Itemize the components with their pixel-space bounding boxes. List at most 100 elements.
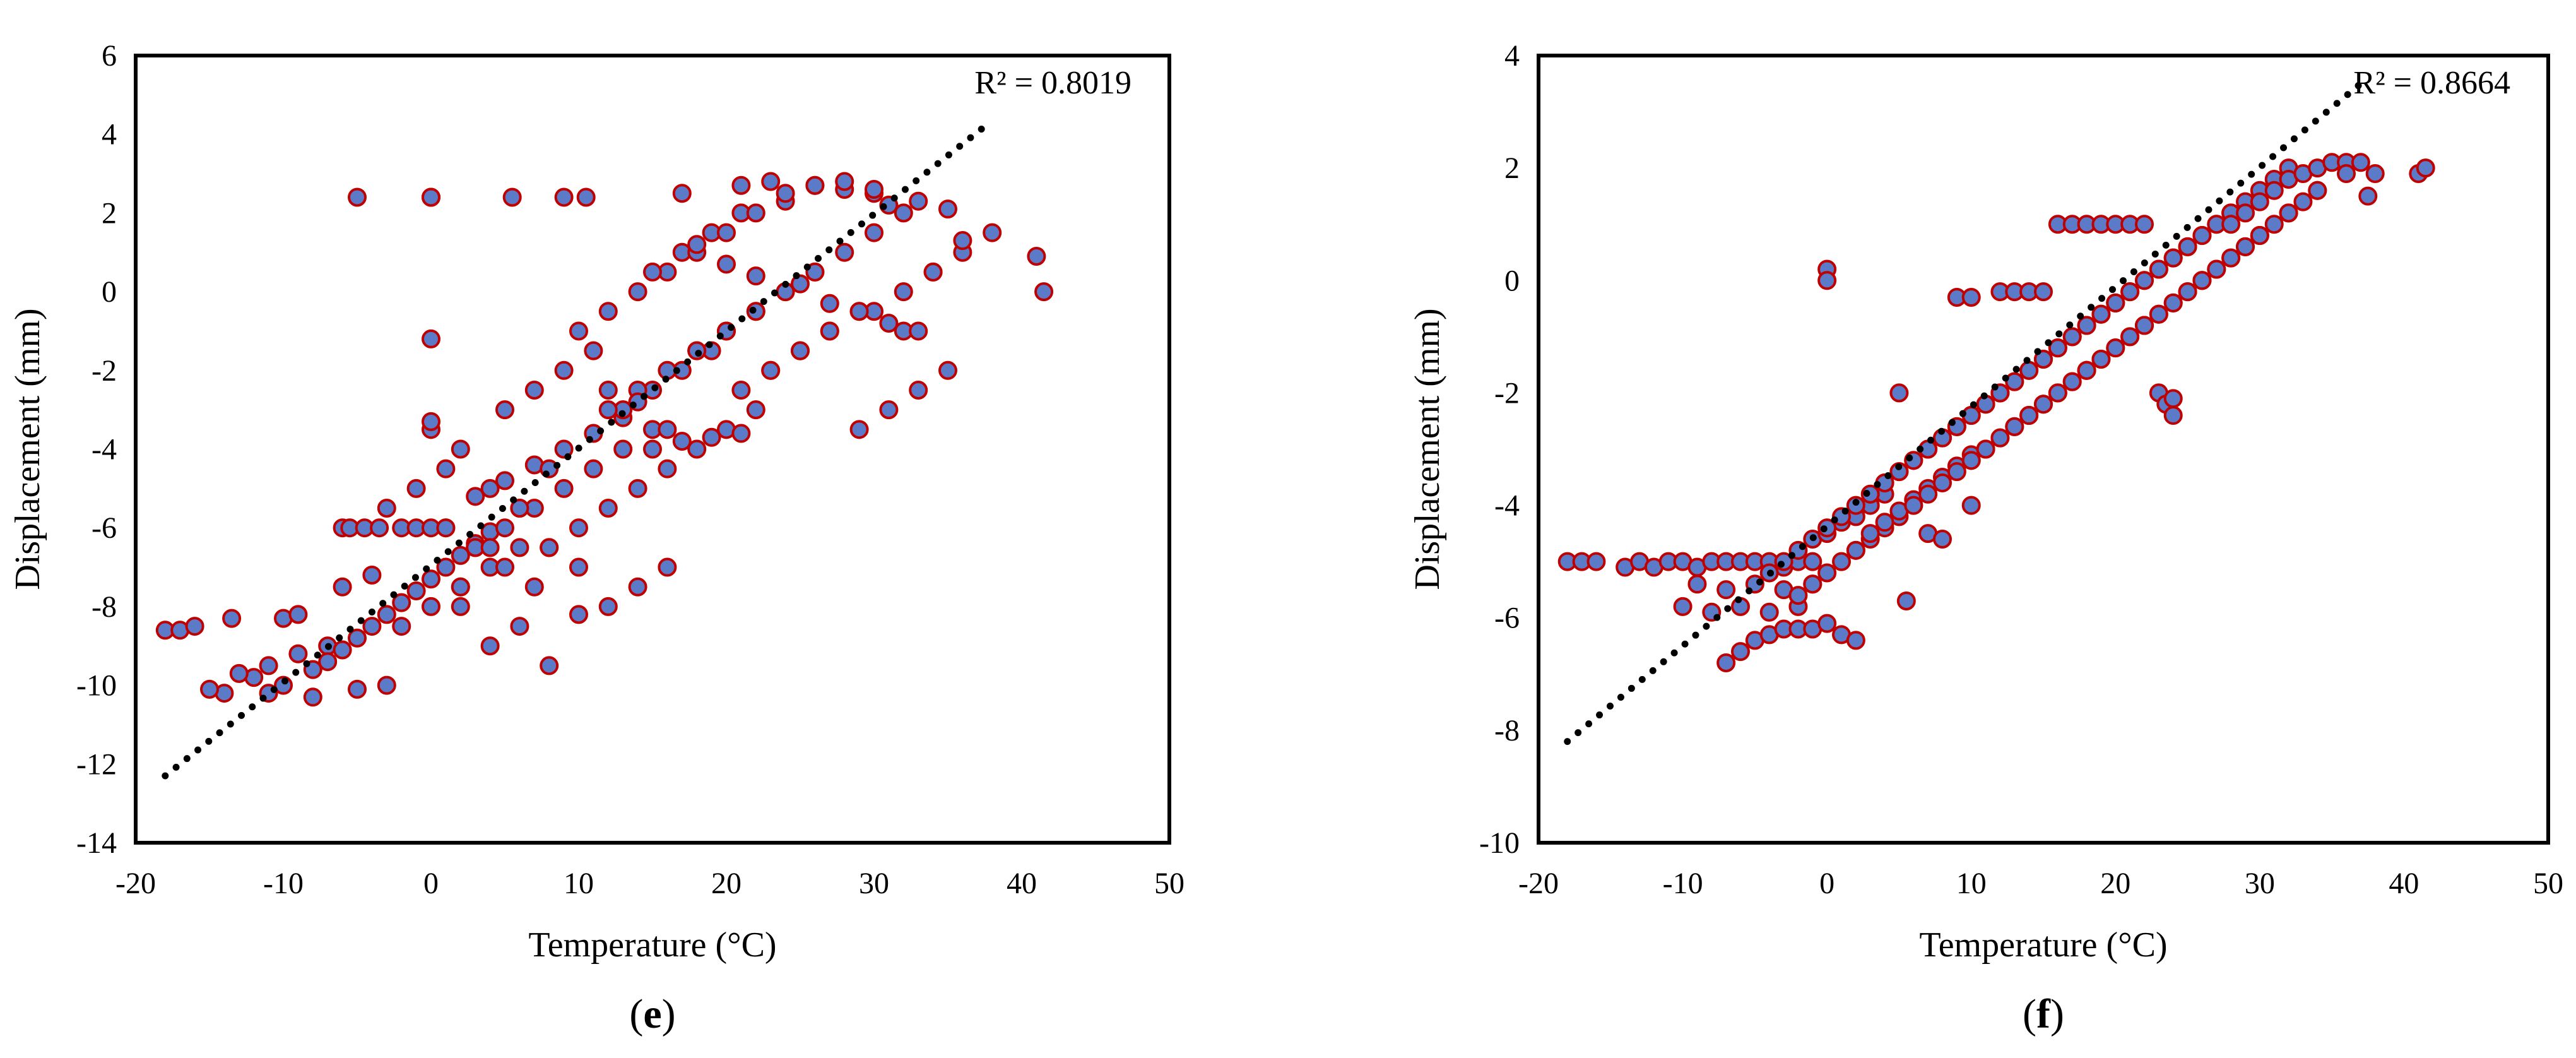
chart-f-data-point bbox=[2034, 349, 2053, 369]
chart-f-plot-frame bbox=[1537, 54, 2550, 845]
chart-f-data-point bbox=[2077, 360, 2096, 380]
chart-e-series-points bbox=[155, 172, 1054, 707]
chart-f-data-point bbox=[2221, 248, 2241, 268]
chart-f-series-points bbox=[1557, 153, 2435, 672]
chart-f-data-point bbox=[2106, 293, 2125, 312]
chart-e-data-point bbox=[392, 617, 411, 636]
chart-f-y-tick-label: -4 bbox=[1494, 489, 1520, 523]
chart-e-data-point bbox=[495, 471, 514, 490]
chart-f-data-point bbox=[2351, 153, 2370, 172]
chart-f-y-tick-label: -6 bbox=[1494, 602, 1520, 635]
chart-e-data-point bbox=[598, 597, 618, 616]
chart-e-data-point bbox=[466, 487, 485, 506]
chart-e-data-point bbox=[584, 341, 603, 360]
chart-e-data-point bbox=[717, 254, 736, 274]
chart-e-data-point bbox=[348, 628, 367, 648]
chart-e-data-point bbox=[502, 187, 522, 207]
chart-e-data-point bbox=[731, 424, 751, 443]
chart-f-data-point bbox=[2358, 186, 2378, 206]
chart-e-data-point bbox=[643, 262, 662, 282]
chart-e-data-point bbox=[185, 617, 204, 636]
chart-e-data-point bbox=[480, 636, 500, 656]
chart-e-x-tick-label: 40 bbox=[1007, 867, 1037, 900]
chart-e-data-point bbox=[406, 478, 426, 498]
chart-e-data-point bbox=[451, 597, 470, 616]
chart-e-data-point bbox=[865, 223, 883, 242]
chart-e-data-point bbox=[495, 518, 514, 538]
chart-f-y-tick-label: -2 bbox=[1494, 376, 1520, 410]
chart-f-data-point bbox=[2091, 349, 2111, 369]
chart-e-data-point bbox=[879, 313, 899, 333]
chart-f-data-point bbox=[2236, 203, 2255, 223]
chart-f-x-tick-label: 10 bbox=[1956, 867, 1987, 900]
chart-e-y-tick-label: -14 bbox=[76, 826, 117, 860]
chart-e-data-point bbox=[643, 439, 662, 459]
chart-f-data-point bbox=[2048, 383, 2067, 403]
chart-e-y-axis-title: Displacement (mm) bbox=[8, 308, 47, 590]
chart-f-data-point bbox=[2062, 327, 2082, 347]
chart-e-data-point bbox=[333, 577, 352, 597]
chart-e-data-point bbox=[200, 679, 219, 699]
chart-e-data-point bbox=[820, 321, 839, 341]
chart-f-data-point bbox=[1976, 439, 1995, 459]
chart-e-data-point bbox=[495, 557, 514, 577]
chart-f-data-point bbox=[2149, 259, 2168, 279]
chart-e-data-point bbox=[746, 400, 765, 420]
chart-f-data-point bbox=[2207, 259, 2226, 279]
chart-e-data-point bbox=[849, 302, 869, 321]
chart-f-y-tick-label: -10 bbox=[1479, 826, 1520, 860]
chart-e-data-point bbox=[377, 675, 396, 695]
chart-e-y-tick-label: -10 bbox=[76, 669, 117, 703]
chart-e-y-tick-label: 6 bbox=[102, 39, 117, 73]
chart-e-data-point bbox=[303, 687, 322, 707]
chart-e-data-point bbox=[953, 231, 972, 251]
chart-f-data-point bbox=[2048, 338, 2067, 358]
chart-f-data-point bbox=[2337, 164, 2356, 184]
chart-e-data-point bbox=[554, 187, 574, 207]
chart-f-x-tick-label: 30 bbox=[2245, 867, 2275, 900]
chart-e-data-point bbox=[451, 439, 470, 459]
chart-e-data-point bbox=[370, 518, 389, 538]
chart-e-data-point bbox=[422, 412, 440, 431]
chart-e-data-point bbox=[569, 518, 588, 538]
chart-f-data-point bbox=[2120, 282, 2140, 302]
chart-f-data-point bbox=[1586, 552, 1606, 571]
chart-e-data-point bbox=[362, 566, 382, 585]
chart-f-data-point bbox=[2163, 293, 2183, 312]
chart-f-data-point bbox=[1832, 552, 1851, 571]
chart-e-x-tick-label: 10 bbox=[564, 867, 594, 900]
chart-f-data-point bbox=[2135, 215, 2154, 234]
chart-f-data-point bbox=[1716, 580, 1736, 600]
chart-e-data-point bbox=[672, 432, 692, 451]
chart-f-data-point bbox=[2163, 389, 2183, 408]
chart-e-data-point bbox=[923, 262, 943, 282]
chart-e-data-point bbox=[628, 478, 647, 498]
chart-e-data-point bbox=[791, 274, 810, 294]
chart-e-data-point bbox=[348, 679, 367, 699]
chart-e-data-point bbox=[584, 459, 603, 478]
chart-e-y-tick-label: -2 bbox=[92, 354, 117, 388]
chart-f-data-point bbox=[1961, 496, 1981, 515]
chart-e-y-tick-label: 0 bbox=[102, 275, 117, 309]
chart-f-data-point bbox=[2135, 271, 2154, 290]
chart-e-y-tick-label: -8 bbox=[92, 590, 117, 624]
chart-f-data-point bbox=[1788, 586, 1808, 605]
chart-e-data-point bbox=[377, 499, 396, 518]
chart-e-x-tick-label: 20 bbox=[711, 867, 741, 900]
chart-f-data-point bbox=[1803, 552, 1823, 571]
chart-e-data-point bbox=[983, 223, 1002, 242]
chart-f-data-point bbox=[2264, 215, 2284, 234]
chart-e-data-point bbox=[510, 499, 529, 518]
chart-f-data-point bbox=[2192, 226, 2212, 246]
chart-f-data-point bbox=[2178, 282, 2197, 302]
chart-f-data-point bbox=[2250, 226, 2269, 246]
chart-f-data-point bbox=[2163, 406, 2183, 425]
chart-e-data-point bbox=[259, 656, 278, 675]
chart-e-data-point bbox=[835, 242, 854, 262]
chart-e-data-point bbox=[436, 557, 456, 577]
chart-e-data-point bbox=[451, 545, 470, 565]
chart-e-data-point bbox=[909, 191, 928, 211]
chart-e-data-point bbox=[554, 360, 574, 380]
chart-f-data-point bbox=[1933, 473, 1952, 492]
